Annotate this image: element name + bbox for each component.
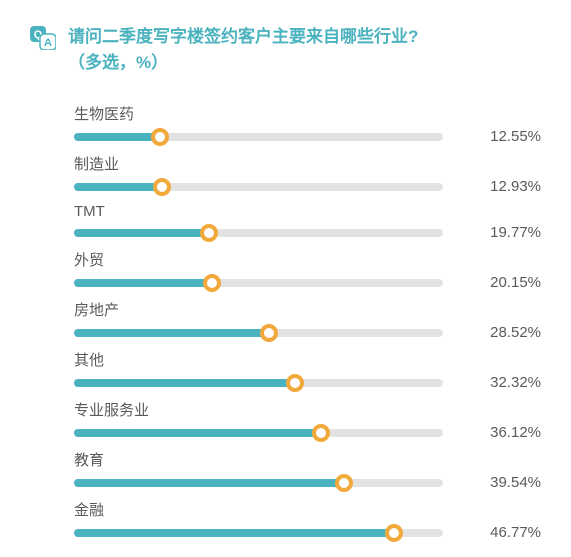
bar-marker [153, 178, 171, 196]
bar-track [74, 133, 443, 141]
bar-line: 12.55% [74, 128, 541, 145]
bar-line: 19.77% [74, 224, 541, 241]
bar-row: TMT 19.77% [74, 203, 541, 241]
bar-row: 制造业 12.93% [74, 153, 541, 195]
bar-line: 46.77% [74, 524, 541, 541]
bar-value: 28.52% [455, 324, 541, 341]
bar-track [74, 479, 443, 487]
bar-fill [74, 329, 269, 337]
bar-value: 19.77% [455, 224, 541, 241]
bar-row: 金融 46.77% [74, 499, 541, 541]
bar-line: 36.12% [74, 424, 541, 441]
bar-label: 金融 [74, 499, 541, 520]
bar-value: 46.77% [455, 524, 541, 541]
bar-label: 专业服务业 [74, 399, 541, 420]
title-line-1: 请问二季度写字楼签约客户主要来自哪些行业? [68, 24, 418, 50]
bar-label: TMT [74, 203, 541, 220]
bar-value: 36.12% [455, 424, 541, 441]
bar-track [74, 529, 443, 537]
bar-fill [74, 229, 209, 237]
bar-row: 专业服务业 36.12% [74, 399, 541, 441]
bar-line: 12.93% [74, 178, 541, 195]
chart-title: 请问二季度写字楼签约客户主要来自哪些行业? （多选，%） [68, 24, 418, 75]
svg-text:A: A [44, 37, 52, 49]
bar-row: 教育 39.54% [74, 449, 541, 491]
bar-fill [74, 529, 394, 537]
bar-value: 12.93% [455, 178, 541, 195]
bar-marker [385, 524, 403, 542]
bar-row: 生物医药 12.55% [74, 103, 541, 145]
bar-line: 20.15% [74, 274, 541, 291]
bar-marker [335, 474, 353, 492]
qa-icon: Q A [30, 26, 56, 50]
bar-marker [200, 224, 218, 242]
bar-chart: 生物医药 12.55% 制造业 12.93% TMT 19.77% 外贸 [30, 103, 541, 541]
bar-row: 房地产 28.52% [74, 299, 541, 341]
bar-track [74, 229, 443, 237]
bar-label: 生物医药 [74, 103, 541, 124]
bar-marker [312, 424, 330, 442]
bar-label: 外贸 [74, 249, 541, 270]
bar-line: 39.54% [74, 474, 541, 491]
chart-header: Q A 请问二季度写字楼签约客户主要来自哪些行业? （多选，%） [30, 24, 541, 75]
bar-label: 制造业 [74, 153, 541, 174]
bar-row: 其他 32.32% [74, 349, 541, 391]
bar-value: 20.15% [455, 274, 541, 291]
bar-fill [74, 479, 344, 487]
bar-fill [74, 133, 160, 141]
bar-fill [74, 183, 162, 191]
bar-label: 房地产 [74, 299, 541, 320]
bar-label: 教育 [74, 449, 541, 470]
bar-fill [74, 429, 321, 437]
title-line-2: （多选，%） [68, 50, 418, 76]
bar-value: 32.32% [455, 374, 541, 391]
bar-row: 外贸 20.15% [74, 249, 541, 291]
bar-line: 32.32% [74, 374, 541, 391]
bar-marker [286, 374, 304, 392]
bar-fill [74, 379, 295, 387]
bar-line: 28.52% [74, 324, 541, 341]
bar-value: 12.55% [455, 128, 541, 145]
bar-marker [203, 274, 221, 292]
bar-marker [151, 128, 169, 146]
bar-marker [260, 324, 278, 342]
bar-track [74, 183, 443, 191]
bar-track [74, 279, 443, 287]
bar-fill [74, 279, 212, 287]
bar-track [74, 429, 443, 437]
bar-track [74, 329, 443, 337]
bar-label: 其他 [74, 349, 541, 370]
bar-track [74, 379, 443, 387]
bar-value: 39.54% [455, 474, 541, 491]
